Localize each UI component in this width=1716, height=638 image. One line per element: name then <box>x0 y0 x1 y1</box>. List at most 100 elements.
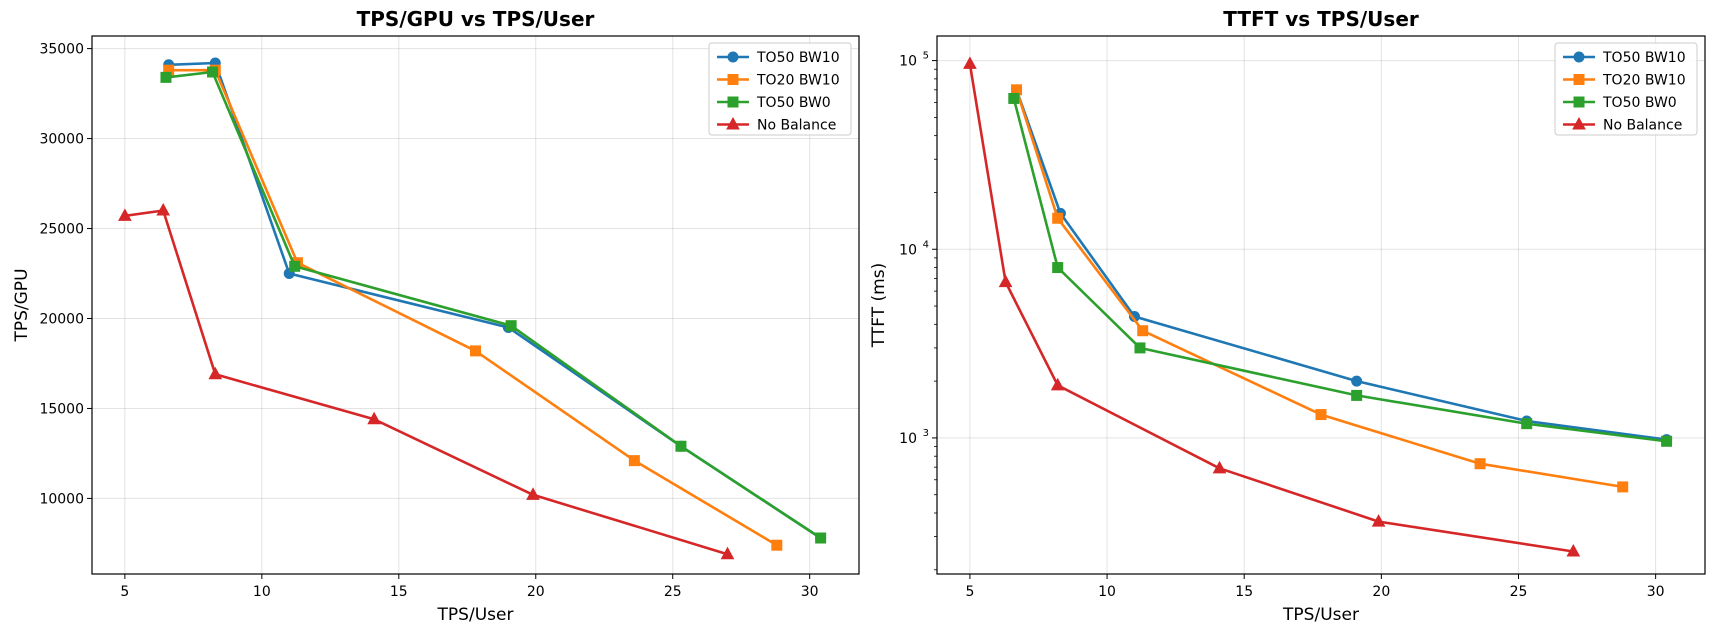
data-point <box>1474 458 1486 470</box>
legend-item: TO20 BW10 <box>717 73 840 89</box>
y-tick-label: 10 <box>899 431 917 447</box>
legend-marker <box>1573 96 1585 108</box>
legend-label: TO50 BW10 <box>1602 50 1686 66</box>
data-point <box>526 487 540 500</box>
data-point <box>207 66 219 78</box>
data-point <box>1052 262 1064 274</box>
x-tick-label: 10 <box>253 584 271 600</box>
series-2 <box>163 64 783 551</box>
data-point <box>160 71 172 83</box>
series-2 <box>1011 84 1629 493</box>
data-point <box>1351 375 1363 387</box>
data-point <box>1050 377 1065 391</box>
data-point <box>470 345 481 357</box>
x-tick-label: 15 <box>390 584 408 600</box>
data-point <box>1008 92 1020 104</box>
data-point <box>963 56 977 69</box>
legend-marker <box>727 74 739 85</box>
data-point <box>156 202 171 216</box>
legend-marker <box>726 116 740 130</box>
legend-item: TO50 BW0 <box>1563 95 1677 111</box>
x-tick-label: 15 <box>1235 584 1253 600</box>
x-tick-label: 5 <box>965 584 974 600</box>
data-point <box>1351 389 1363 401</box>
y-tick-label-exponent: 4 <box>923 239 929 250</box>
x-tick-label: 20 <box>527 584 545 600</box>
x-tick-label: 25 <box>664 584 682 600</box>
series-1 <box>1011 84 1673 446</box>
y-tick-label: 15000 <box>39 401 84 417</box>
data-point <box>1521 418 1533 430</box>
y-tick-label: 35000 <box>39 42 84 58</box>
legend-item: TO50 BW0 <box>717 95 831 111</box>
y-tick-label: 25000 <box>39 222 84 238</box>
y-tick-label: 30000 <box>39 132 84 148</box>
plot-frame <box>936 35 1706 575</box>
series-line <box>1015 89 1623 489</box>
legend-marker <box>1572 116 1586 130</box>
legend-item: No Balance <box>1563 116 1682 134</box>
legend-label: TO50 BW0 <box>1602 95 1677 111</box>
data-point <box>1371 514 1386 527</box>
y-tick-label: 10 <box>899 54 917 70</box>
legend-box <box>708 42 852 136</box>
legend-label: TO20 BW10 <box>1602 73 1686 89</box>
legend-item: No Balance <box>717 116 836 134</box>
legend-marker <box>727 51 739 63</box>
series-line <box>165 70 822 540</box>
data-point <box>815 532 827 544</box>
data-point <box>1617 481 1629 493</box>
legend: TO50 BW10 TO20 BW10 TO50 BW0 No Balance <box>1554 42 1698 136</box>
legend-item: TO20 BW10 <box>1563 73 1686 89</box>
legend-marker <box>1573 51 1585 63</box>
data-point <box>771 539 783 551</box>
x-axis-label: TPS/User <box>1282 605 1359 625</box>
y-tick-label-exponent: 5 <box>923 51 929 62</box>
data-point <box>998 274 1013 288</box>
legend-label: No Balance <box>1603 118 1682 134</box>
series-4 <box>963 56 1581 557</box>
data-point <box>720 546 735 560</box>
chart-title: TTFT vs TPS/User <box>1223 7 1419 31</box>
legend-marker <box>727 96 739 108</box>
x-tick-label: 5 <box>120 584 129 600</box>
legend-label: No Balance <box>757 118 836 134</box>
x-tick-label: 25 <box>1510 584 1528 600</box>
legend-label: TO50 BW10 <box>756 50 840 66</box>
y-axis-label: TTFT (ms) <box>869 263 889 348</box>
chart-1: 5 10 15 20 25 30 10000 15000 20000 25000 30000 3500… <box>12 7 860 625</box>
data-point <box>505 320 517 332</box>
legend-label: TO20 BW10 <box>756 73 840 89</box>
data-point <box>1212 460 1227 474</box>
data-point <box>367 411 381 425</box>
data-point <box>1661 435 1673 447</box>
chart-title: TPS/GPU vs TPS/User <box>357 7 595 31</box>
data-point <box>1137 325 1149 337</box>
data-point <box>628 455 640 467</box>
data-point <box>675 440 687 452</box>
x-tick-label: 20 <box>1372 584 1390 600</box>
series-3 <box>1008 92 1673 447</box>
series-line <box>168 68 778 547</box>
y-tick-label-exponent: 3 <box>923 428 929 439</box>
legend: TO50 BW10 TO20 BW10 TO50 BW0 No Balance <box>708 42 852 136</box>
data-point <box>289 260 301 272</box>
data-point <box>1134 342 1146 354</box>
y-tick-label: 20000 <box>39 311 84 327</box>
x-tick-label: 10 <box>1098 584 1116 600</box>
x-tick-label: 30 <box>801 584 819 600</box>
series-3 <box>160 66 827 544</box>
y-axis-label: TPS/GPU <box>12 268 32 342</box>
series-4 <box>118 202 735 560</box>
legend-box <box>1554 42 1698 136</box>
data-point <box>208 366 223 380</box>
chart-2: 5 10 15 20 25 30 10 3 10 4 10 5 TTFT vs TPS/User TPS/… <box>869 7 1706 625</box>
legend-marker <box>1573 74 1585 85</box>
series-line <box>124 209 728 556</box>
series-line <box>1012 98 1667 443</box>
legend-label: TO50 BW0 <box>756 95 831 111</box>
legend-item: TO50 BW10 <box>1563 50 1686 66</box>
plot-frame <box>91 35 860 575</box>
